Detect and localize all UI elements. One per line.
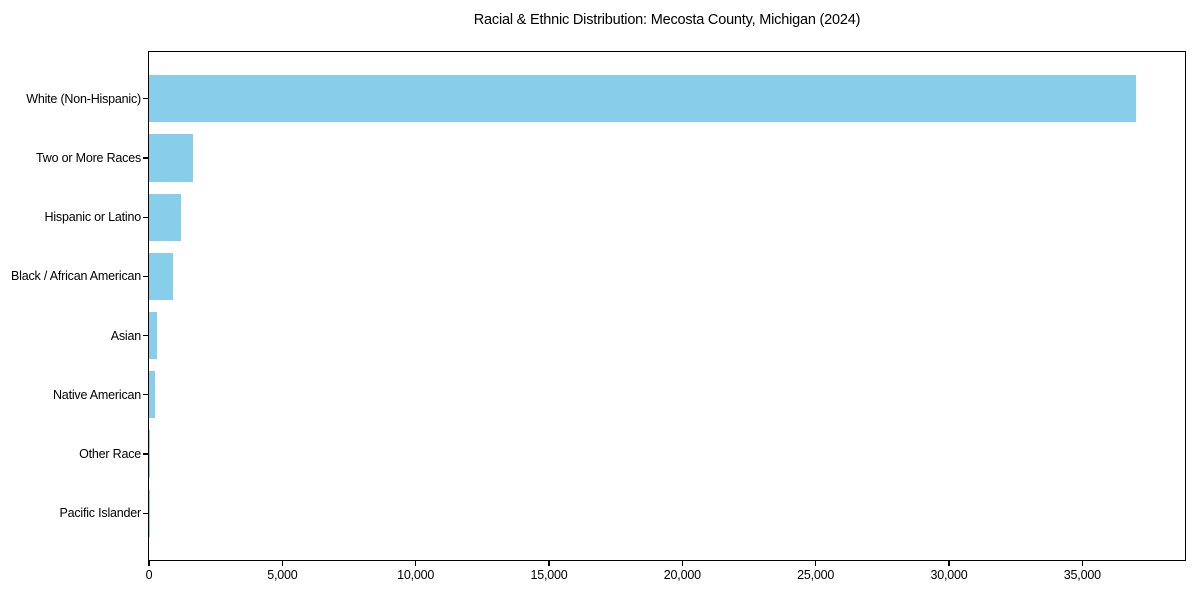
y-tick-label: Pacific Islander xyxy=(59,506,141,521)
bar xyxy=(149,311,158,360)
x-tick-mark xyxy=(415,561,417,566)
y-tick-label: Hispanic or Latino xyxy=(44,210,142,225)
y-tick-mark xyxy=(143,98,148,100)
x-tick-label: 20,000 xyxy=(663,568,701,582)
bar xyxy=(149,75,1136,123)
x-tick-mark xyxy=(1081,561,1083,566)
x-tick-mark xyxy=(148,561,150,566)
y-tick-mark xyxy=(143,157,148,159)
y-tick-label: Other Race xyxy=(79,447,141,462)
x-tick-mark xyxy=(948,561,950,566)
y-tick-mark xyxy=(143,394,148,396)
y-tick-label: Two or More Races xyxy=(36,150,141,165)
x-tick-label: 15,000 xyxy=(530,568,568,582)
x-tick-label: 30,000 xyxy=(930,568,968,582)
bar xyxy=(149,252,173,301)
y-tick-label: White (Non-Hispanic) xyxy=(26,91,141,106)
plot-area xyxy=(148,51,1186,561)
bar xyxy=(149,193,181,241)
x-tick-label: 5,000 xyxy=(267,568,298,582)
y-tick-mark xyxy=(143,216,148,218)
x-tick-mark xyxy=(681,561,683,566)
y-tick-mark xyxy=(143,335,148,337)
y-tick-label: Asian xyxy=(110,328,141,343)
x-tick-label: 10,000 xyxy=(397,568,435,582)
y-tick-label: Black / African American xyxy=(11,269,141,284)
x-tick-mark xyxy=(548,561,550,566)
x-tick-label: 25,000 xyxy=(797,568,835,582)
chart-title: Racial & Ethnic Distribution: Mecosta Co… xyxy=(473,12,861,28)
x-tick-label: 0 xyxy=(145,568,153,582)
y-tick-mark xyxy=(143,512,148,514)
y-tick-mark xyxy=(143,275,148,277)
x-tick-mark xyxy=(281,561,283,566)
x-tick-mark xyxy=(815,561,817,566)
y-tick-mark xyxy=(143,453,148,455)
x-tick-label: 35,000 xyxy=(1063,568,1101,582)
y-tick-label: Native American xyxy=(52,387,141,402)
bars-layer xyxy=(149,52,1185,560)
bar xyxy=(149,430,151,478)
bar xyxy=(149,371,155,419)
bar xyxy=(149,134,193,182)
